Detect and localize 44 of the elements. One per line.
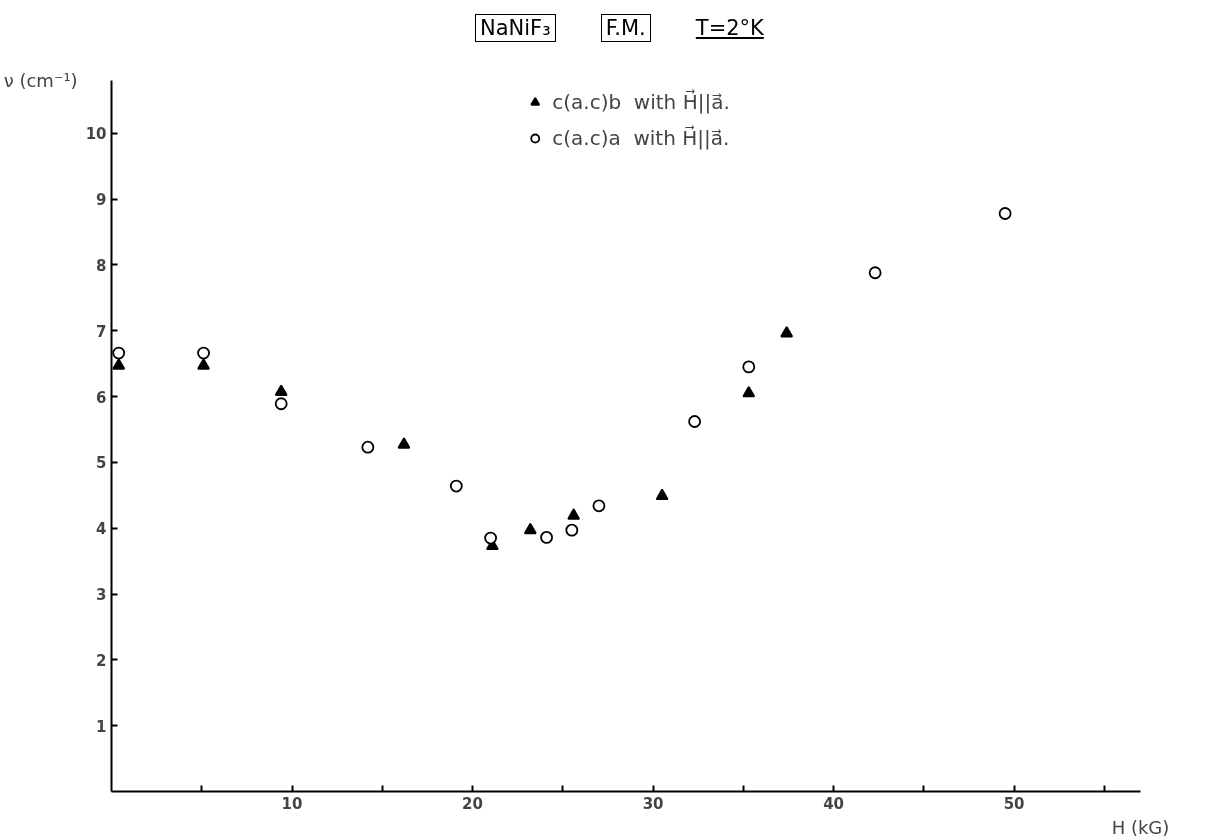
x-tick-label: 30 <box>642 794 664 813</box>
point <box>197 346 210 360</box>
point <box>523 522 537 535</box>
point <box>592 499 606 513</box>
y-tick-label: 5 <box>96 454 107 473</box>
x-tick-label: 10 <box>281 794 303 813</box>
chart-title: NaNiF₃ <box>475 14 556 42</box>
point <box>742 360 756 374</box>
y-tick-label: 4 <box>96 520 107 539</box>
text: F.M. <box>600 14 651 42</box>
point <box>742 385 756 398</box>
y-axis-title: ν (cm⁻¹) <box>3 70 78 91</box>
y-tick-label: 6 <box>96 388 107 407</box>
point <box>484 531 498 545</box>
point <box>449 479 463 493</box>
y-tick-label: 1 <box>96 717 107 736</box>
point <box>868 266 882 280</box>
y-tick-label: 3 <box>96 586 107 604</box>
x-tick-label: 50 <box>1003 794 1025 813</box>
point <box>197 358 210 370</box>
point <box>540 530 553 544</box>
x-tick-label: 40 <box>823 794 845 813</box>
point <box>565 523 579 537</box>
point <box>688 415 701 428</box>
y-tick-label: 10 <box>85 125 107 144</box>
point <box>274 384 288 396</box>
y-tick-label: 9 <box>96 191 107 209</box>
legend-label: c(a.c)b with H⃗||a⃗. <box>552 90 730 114</box>
point <box>998 207 1012 220</box>
text: T=2°K <box>695 16 764 40</box>
point <box>112 358 126 370</box>
y-tick-label: 7 <box>96 322 107 341</box>
point <box>112 346 126 360</box>
point <box>655 488 669 500</box>
point <box>397 437 411 449</box>
point <box>274 397 288 411</box>
point <box>780 326 794 338</box>
y-tick-label: 8 <box>96 256 107 275</box>
y-tick-label: 2 <box>96 651 107 670</box>
point <box>567 508 581 520</box>
point <box>361 440 375 454</box>
x-axis-title: H (kG) <box>1111 816 1170 838</box>
legend-label: c(a.c)a with H⃗||a⃗. <box>552 126 730 150</box>
x-tick-label: 20 <box>462 794 483 813</box>
